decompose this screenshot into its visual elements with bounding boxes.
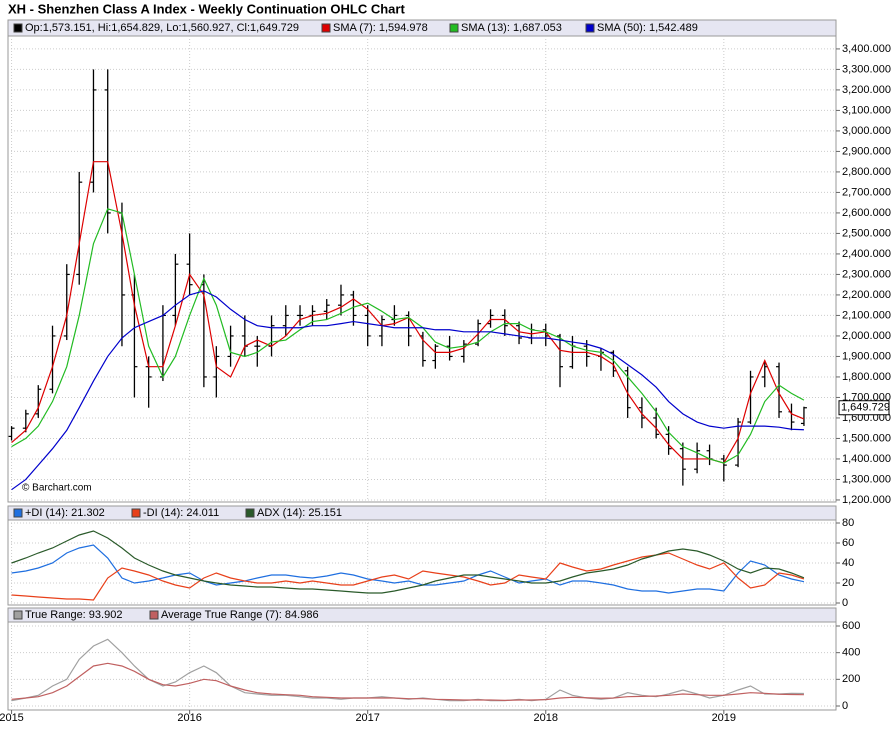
y-tick-label: 200 bbox=[842, 673, 860, 685]
panel-frame bbox=[7, 35, 837, 503]
x-tick-label: 2017 bbox=[355, 712, 379, 724]
legend-swatch bbox=[13, 508, 23, 518]
y-tick-label: 2,300.000 bbox=[842, 268, 891, 280]
legend-label: ADX (14): 25.151 bbox=[257, 507, 342, 519]
legend-label: True Range: 93.902 bbox=[25, 609, 122, 621]
y-tick-label: 80 bbox=[842, 517, 854, 529]
series-line bbox=[11, 638, 804, 702]
x-tick-label: 2018 bbox=[534, 712, 558, 724]
y-tick-label: 400 bbox=[842, 647, 860, 659]
y-tick-label: 3,300.000 bbox=[842, 63, 891, 75]
legend-swatch bbox=[585, 23, 595, 33]
y-tick-label: 20 bbox=[842, 577, 854, 589]
y-tick-label: 0 bbox=[842, 700, 848, 712]
legend-label: Op:1,573.151, Hi:1,654.829, Lo:1,560.927… bbox=[25, 22, 299, 34]
legend-label: SMA (50): 1,542.489 bbox=[597, 22, 698, 34]
legend-swatch bbox=[449, 23, 459, 33]
legend-label: -DI (14): 24.011 bbox=[143, 507, 219, 519]
legend-label: +DI (14): 21.302 bbox=[25, 507, 105, 519]
y-tick-label: 2,500.000 bbox=[842, 227, 891, 239]
legend-label: Average True Range (7): 84.986 bbox=[161, 609, 319, 621]
y-tick-label: 0 bbox=[842, 597, 848, 609]
y-tick-label: 2,800.000 bbox=[842, 166, 891, 178]
legend-bar bbox=[7, 607, 837, 623]
y-tick-label: 2,200.000 bbox=[842, 289, 891, 301]
last-price-label: 1,649.729 bbox=[841, 402, 890, 414]
y-tick-label: 1,200.000 bbox=[842, 494, 891, 506]
y-tick-label: 2,400.000 bbox=[842, 248, 891, 260]
legend-swatch bbox=[131, 508, 141, 518]
y-tick-label: 600 bbox=[842, 620, 860, 632]
series-line bbox=[11, 290, 804, 491]
last-price-box bbox=[838, 400, 890, 416]
panel-frame bbox=[7, 621, 837, 711]
legend-swatch bbox=[245, 508, 255, 518]
x-tick-label: 2015 bbox=[0, 712, 24, 724]
y-tick-label: 1,500.000 bbox=[842, 432, 891, 444]
series-line bbox=[11, 530, 805, 594]
legend-swatch bbox=[321, 23, 331, 33]
legend-swatch bbox=[13, 23, 23, 33]
y-tick-label: 2,900.000 bbox=[842, 145, 891, 157]
series-line bbox=[11, 544, 805, 594]
y-tick-label: 2,000.000 bbox=[842, 330, 891, 342]
y-tick-label: 60 bbox=[842, 537, 854, 549]
series-line bbox=[11, 662, 804, 702]
y-tick-label: 1,800.000 bbox=[842, 371, 891, 383]
series-line bbox=[11, 552, 805, 601]
y-tick-label: 3,000.000 bbox=[842, 125, 891, 137]
y-tick-label: 2,600.000 bbox=[842, 207, 891, 219]
y-tick-label: 1,400.000 bbox=[842, 453, 891, 465]
x-tick-label: 2019 bbox=[712, 712, 736, 724]
y-tick-label: 2,700.000 bbox=[842, 186, 891, 198]
y-tick-label: 1,300.000 bbox=[842, 473, 891, 485]
x-tick-label: 2016 bbox=[177, 712, 201, 724]
y-tick-label: 40 bbox=[842, 557, 854, 569]
legend-label: SMA (7): 1,594.978 bbox=[333, 22, 428, 34]
y-tick-label: 2,100.000 bbox=[842, 309, 891, 321]
legend-label: SMA (13): 1,687.053 bbox=[461, 22, 562, 34]
y-tick-label: 1,900.000 bbox=[842, 350, 891, 362]
y-tick-label: 3,400.000 bbox=[842, 43, 891, 55]
series-line bbox=[11, 208, 805, 464]
y-tick-label: 3,100.000 bbox=[842, 104, 891, 116]
y-tick-label: 3,200.000 bbox=[842, 84, 891, 96]
legend-swatch bbox=[13, 610, 23, 620]
copyright: © Barchart.com bbox=[22, 483, 92, 494]
legend-swatch bbox=[149, 610, 159, 620]
chart-title: XH - Shenzhen Class A Index - Weekly Con… bbox=[8, 1, 405, 16]
